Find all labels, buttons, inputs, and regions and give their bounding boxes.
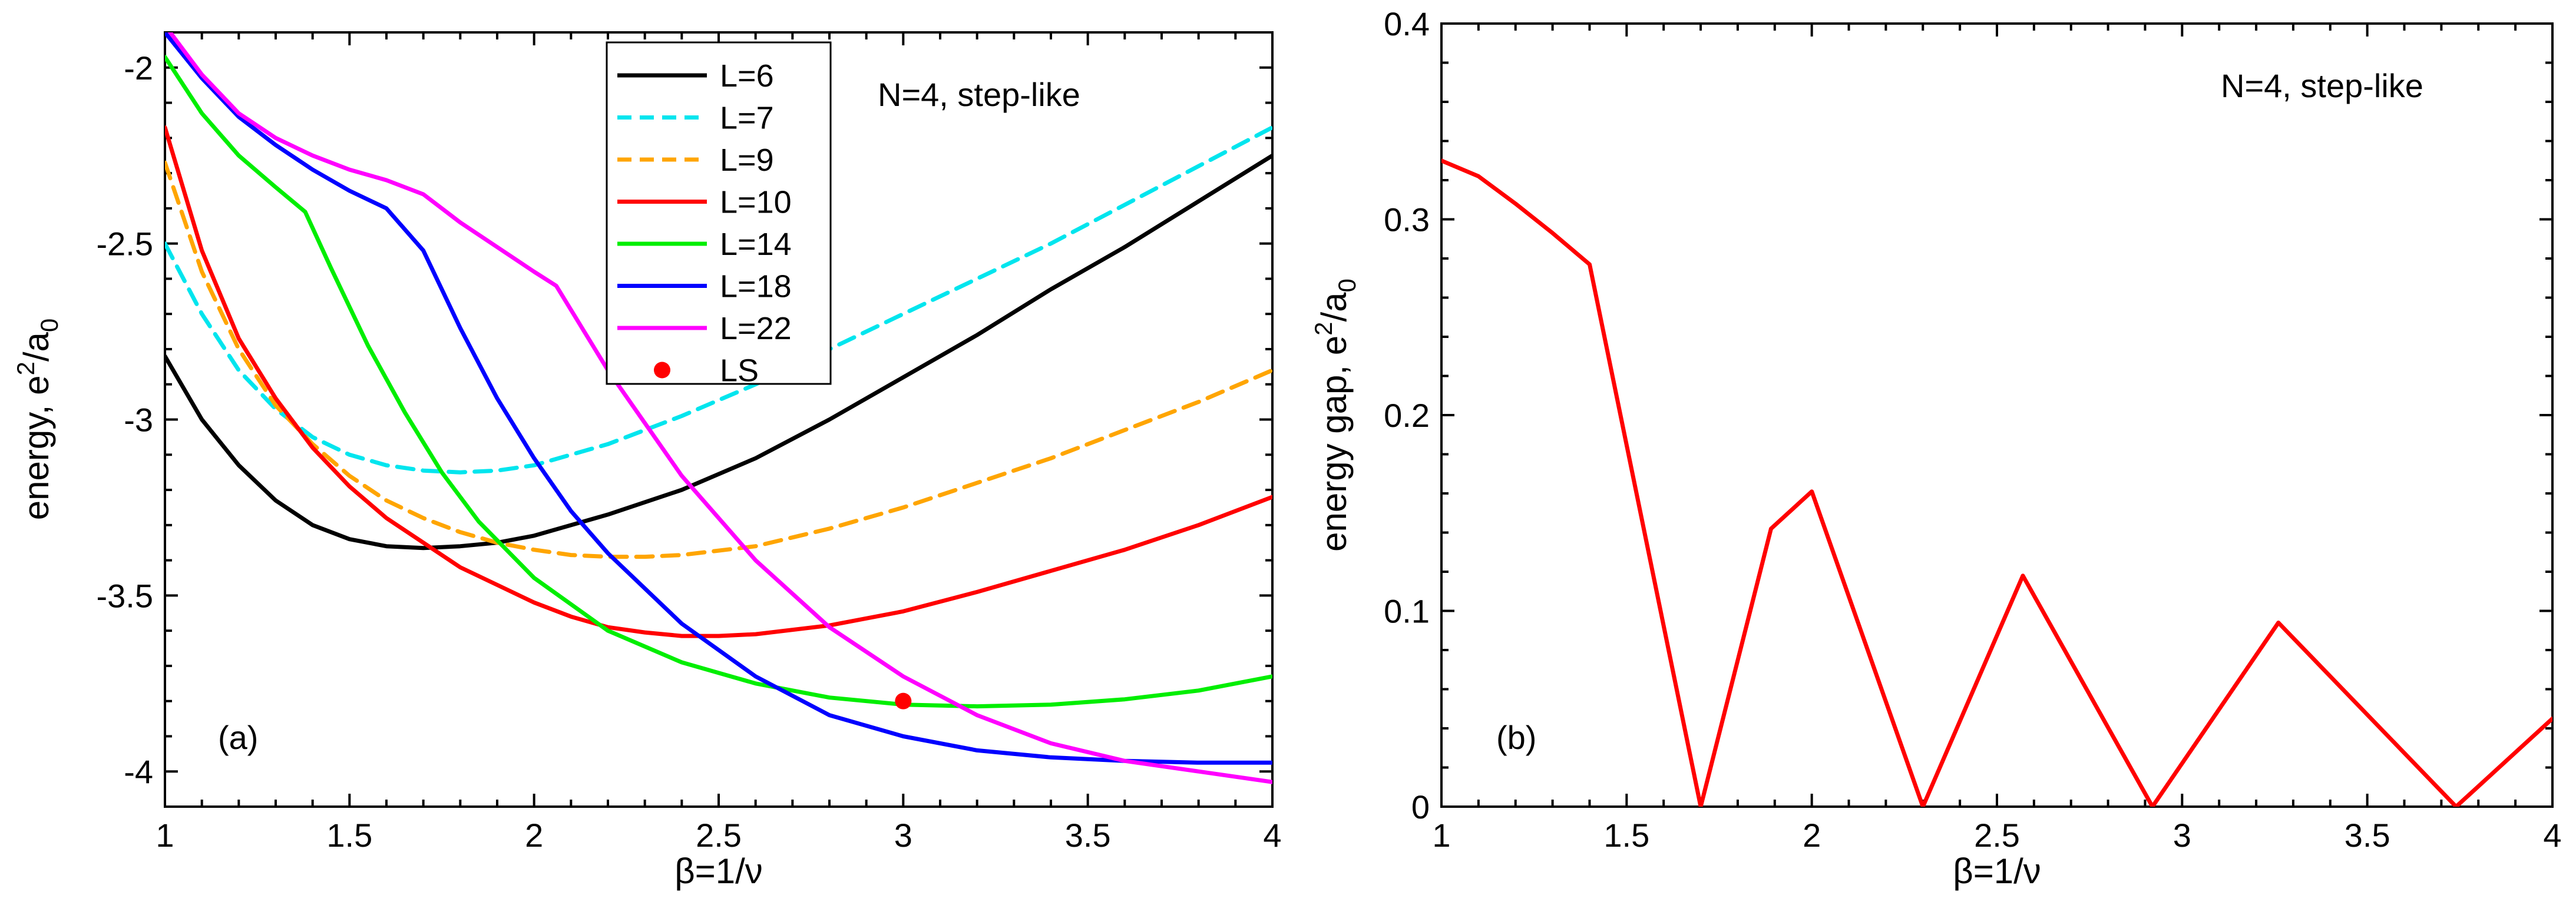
x-tick-label: 2 (1803, 817, 1821, 854)
series-group-b (1441, 158, 2552, 807)
y-tick-label: -2 (124, 49, 153, 87)
y-tick-label: 0.3 (1384, 201, 1430, 238)
x-axis-label-b: β=1/ν (1953, 851, 2041, 891)
x-axis-label-a: β=1/ν (674, 851, 763, 891)
annotation-a: N=4, step-like (878, 76, 1080, 113)
chart-panel-a: 1 1.5 2 2.5 3 3.5 4 -4 -3.5 -3 -2.5 -2 N=4, step-li… (12, 31, 1282, 891)
legend-label: L=7 (720, 101, 774, 136)
series-line-gap (1441, 158, 2552, 807)
legend-items: L=6 L=7 L=9 L=10 L=14 L=18 L=22 LS (617, 58, 792, 389)
y-tick-label: 0 (1411, 788, 1430, 826)
legend-label: L=10 (720, 185, 792, 220)
x-tick-label: 2 (525, 817, 543, 854)
annotation-b: N=4, step-like (2221, 67, 2423, 104)
chart-panel-b: 1 1.5 2 2.5 3 3.5 4 0 0.1 0.2 0.3 0.4 N=4, step-lik… (1310, 5, 2562, 891)
legend-label: LS (720, 353, 759, 389)
y-axis-label-a-rest: /a (16, 331, 56, 362)
legend-box (606, 41, 832, 385)
x-tick-label: 3 (2173, 817, 2191, 854)
y-axis-label-b-rest: /a (1314, 292, 1354, 322)
x-tick-label: 2.5 (1974, 817, 2020, 854)
y-tick-label: 0.1 (1384, 593, 1430, 630)
y-axis-label-a-sup: 2 (12, 362, 39, 375)
y-tick-label: -3 (124, 402, 153, 439)
y-tick-label: 0.4 (1384, 5, 1430, 42)
legend-label: L=22 (720, 311, 792, 346)
axis-ticks-b: 1 1.5 2 2.5 3 3.5 4 0 0.1 0.2 0.3 0.4 (1384, 5, 2561, 854)
legend-swatch-point (654, 362, 670, 379)
series-line-l-6 (165, 153, 1272, 551)
x-tick-label: 3.5 (1065, 817, 1111, 854)
y-axis-label-b-sub: 0 (1333, 279, 1361, 292)
series-line-l-9 (165, 160, 1272, 559)
legend-label: L=14 (720, 227, 792, 262)
x-tick-label: 4 (1263, 817, 1281, 854)
x-tick-label: 3.5 (2344, 817, 2390, 854)
x-tick-label: 3 (894, 817, 912, 854)
y-axis-label-a-sub: 0 (35, 319, 63, 332)
series-line-l-22 (167, 32, 1272, 784)
points-group-a (895, 692, 912, 710)
x-tick-label: 4 (2543, 817, 2561, 854)
series-line-l-10 (165, 125, 1272, 638)
y-tick-label: 0.2 (1384, 397, 1430, 434)
series-line-l-14 (165, 55, 1272, 709)
series-group-a (165, 32, 1272, 784)
y-tick-label: -4 (124, 753, 153, 790)
y-axis-label-a: energy, e2/a0 (12, 319, 63, 520)
legend: L=6 L=7 L=9 L=10 L=14 L=18 L=22 LS (606, 41, 832, 389)
point-ls (895, 692, 912, 710)
y-axis-label-b-main: energy gap, e (1314, 336, 1354, 552)
series-line-l-18 (165, 32, 1272, 765)
y-tick-label: -3.5 (97, 577, 154, 614)
y-tick-label: -2.5 (97, 226, 154, 263)
x-tick-label: 1 (156, 817, 174, 854)
x-tick-label: 1.5 (1603, 817, 1649, 854)
x-tick-label: 1.5 (326, 817, 372, 854)
panel-label-b: (b) (1496, 719, 1536, 756)
x-tick-label: 1 (1432, 817, 1450, 854)
legend-label: L=6 (720, 58, 774, 94)
x-tick-label: 2.5 (696, 817, 742, 854)
y-axis-label-b: energy gap, e2/a0 (1310, 279, 1361, 552)
panel-label-a: (a) (218, 719, 258, 756)
y-axis-label-a-main: energy, e (16, 376, 56, 521)
y-axis-label-b-sup: 2 (1310, 322, 1337, 336)
legend-label: L=18 (720, 269, 792, 304)
legend-label: L=9 (720, 142, 774, 178)
